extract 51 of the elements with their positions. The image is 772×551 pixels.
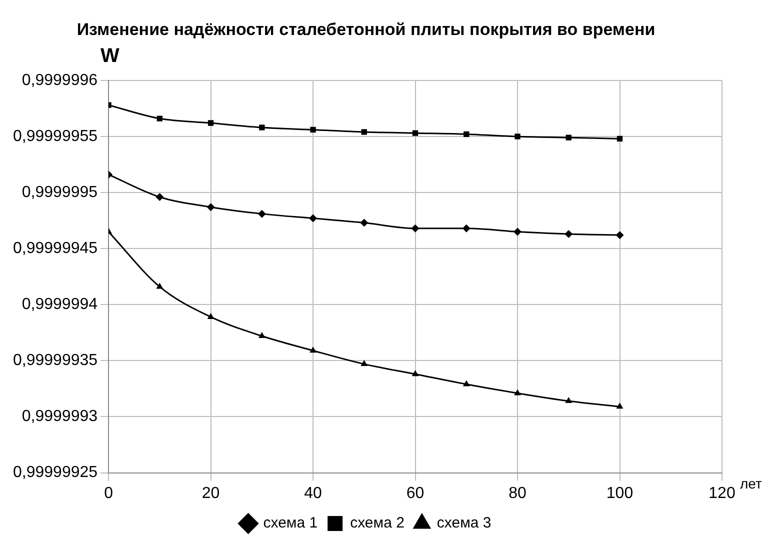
point [616,402,624,409]
y-tick-label: 0,99999955 [13,128,98,145]
y-tick-label: 0,99999945 [13,240,98,257]
point [258,332,266,338]
x-tick-label: 80 [508,484,527,502]
y-tick-label: 0,99999925 [13,464,98,482]
point [462,380,470,386]
point [206,203,215,212]
point [361,129,367,135]
point [411,224,420,232]
y-tick-label: 0,9999995 [22,184,98,201]
legend-label: схема 3 [436,514,492,532]
point [156,116,162,122]
point [309,214,318,222]
point [616,231,624,240]
x-tick-label: 120 [708,484,736,502]
chart-title: Изменение надёжности сталебетонной плиты покрытия во времени [76,20,656,39]
x-axis-title: лет [740,476,762,492]
legend-label: схема 1 [263,514,318,532]
x-tick-label: 60 [406,484,424,502]
point [156,282,164,289]
point [360,218,368,227]
point [514,134,520,140]
point [259,124,265,130]
point [514,389,521,396]
point [464,131,470,138]
y-tick-label: 0,99999935 [13,352,98,370]
x-tick-label: 100 [606,484,634,502]
point [310,346,316,353]
point [566,134,572,140]
x-tick-label: 20 [202,484,220,502]
point [208,120,214,126]
y-tick-label: 0,9999994 [22,296,98,314]
legend-label: схема 2 [350,514,404,532]
point [412,130,418,136]
point [360,360,368,366]
point [310,126,316,133]
point [462,224,470,232]
point [412,370,419,376]
y-axis-title: W [100,44,120,67]
point [258,210,266,218]
point [565,397,572,404]
point [616,136,623,142]
y-tick-label: 0,9999993 [22,408,98,426]
x-tick-label: 40 [304,484,322,502]
point [156,193,164,201]
x-tick-label: 0 [104,484,114,502]
point [564,230,573,238]
point [207,312,214,319]
y-tick-label: 0,9999996 [22,72,98,89]
point [514,228,522,236]
